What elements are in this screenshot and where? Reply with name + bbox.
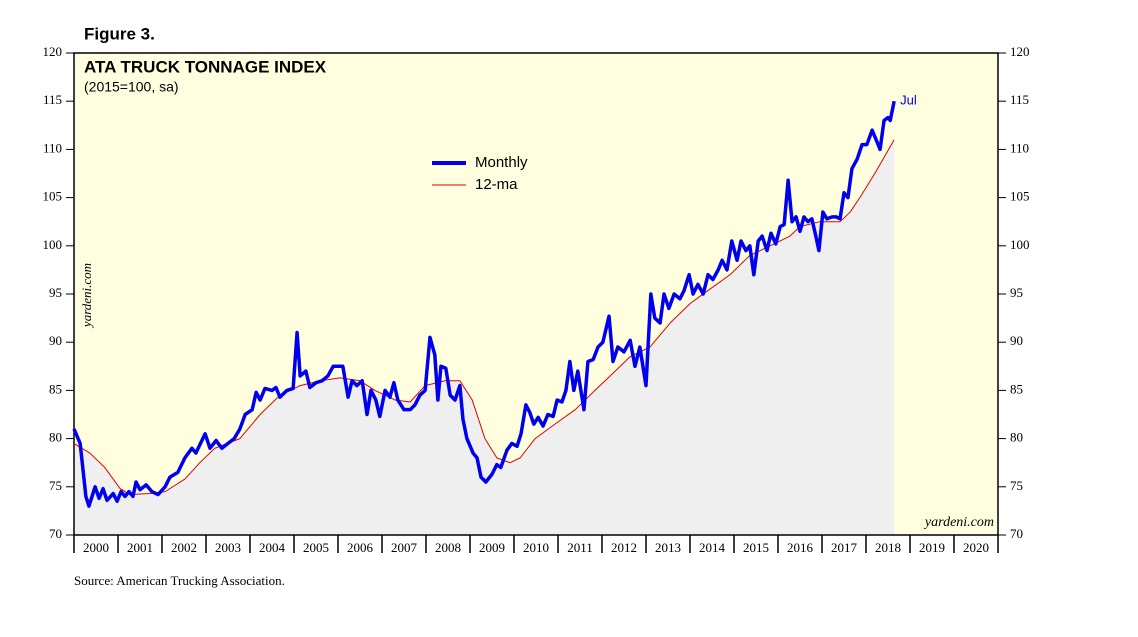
x-tick-label: 2007: [391, 540, 418, 555]
x-tick-label: 2014: [699, 540, 726, 555]
x-tick-label: 2011: [567, 540, 593, 555]
line: [72, 100, 896, 508]
y-tick-label: 80: [1010, 430, 1023, 445]
y-tick-label: 100: [1010, 237, 1030, 252]
x-tick-label: 2015: [743, 540, 769, 555]
x-tick-label: 2006: [347, 540, 374, 555]
x-tick-label: 2008: [435, 540, 461, 555]
x-tick-label: 2005: [303, 540, 329, 555]
x-tick-label: 2004: [259, 540, 286, 555]
x-tick-label: 2012: [611, 540, 637, 555]
x-tick-label: 2020: [963, 540, 989, 555]
y-tick-label: 80: [49, 430, 62, 445]
y-tick-label: 105: [43, 189, 63, 204]
y-tick-label: 110: [1010, 140, 1029, 155]
y-tick-label: 75: [49, 478, 62, 493]
y-tick-label: 95: [1010, 285, 1023, 300]
y-tick-label: 110: [43, 140, 62, 155]
x-tick-label: 2016: [787, 540, 814, 555]
x-tick-label: 2003: [215, 540, 241, 555]
x-tick-label: 2002: [171, 540, 197, 555]
legend-label: 12-ma: [475, 176, 518, 193]
y-tick-label: 85: [49, 381, 62, 396]
annotation: Jul: [900, 93, 917, 108]
x-tick-label: 2017: [831, 540, 858, 555]
y-tick-label: 85: [1010, 381, 1023, 396]
y-tick-label: 70: [49, 526, 62, 541]
x-tick-label: 2010: [523, 540, 549, 555]
y-tick-label: 100: [43, 237, 63, 252]
line: [73, 139, 895, 496]
y-tick-label: 115: [43, 92, 62, 107]
chart-subtitle: (2015=100, sa): [84, 79, 179, 95]
watermark: yardeni.com: [923, 515, 994, 530]
x-tick-label: 2001: [127, 540, 153, 555]
source-note: Source: American Trucking Association.: [74, 573, 285, 588]
legend-label: Monthly: [475, 154, 528, 171]
x-tick-label: 2009: [479, 540, 505, 555]
x-tick-label: 2013: [655, 540, 681, 555]
y-tick-label: 115: [1010, 92, 1029, 107]
y-tick-label: 95: [49, 285, 62, 300]
figure-label: Figure 3.: [84, 24, 155, 43]
x-tick-label: 2019: [919, 540, 945, 555]
area: [74, 139, 895, 535]
y-tick-label: 120: [43, 44, 63, 59]
y-tick-label: 90: [1010, 333, 1023, 348]
x-tick-label: 2018: [875, 540, 901, 555]
y-tick-label: 75: [1010, 478, 1023, 493]
chart-title: ATA TRUCK TONNAGE INDEX: [84, 57, 327, 76]
x-tick-label: 2000: [83, 540, 109, 555]
y-tick-label: 70: [1010, 526, 1023, 541]
y-tick-label: 90: [49, 333, 62, 348]
y-tick-label: 120: [1010, 44, 1030, 59]
y-tick-label: 105: [1010, 189, 1030, 204]
watermark: yardeni.com: [79, 263, 94, 329]
plot-frame: [73, 52, 999, 536]
